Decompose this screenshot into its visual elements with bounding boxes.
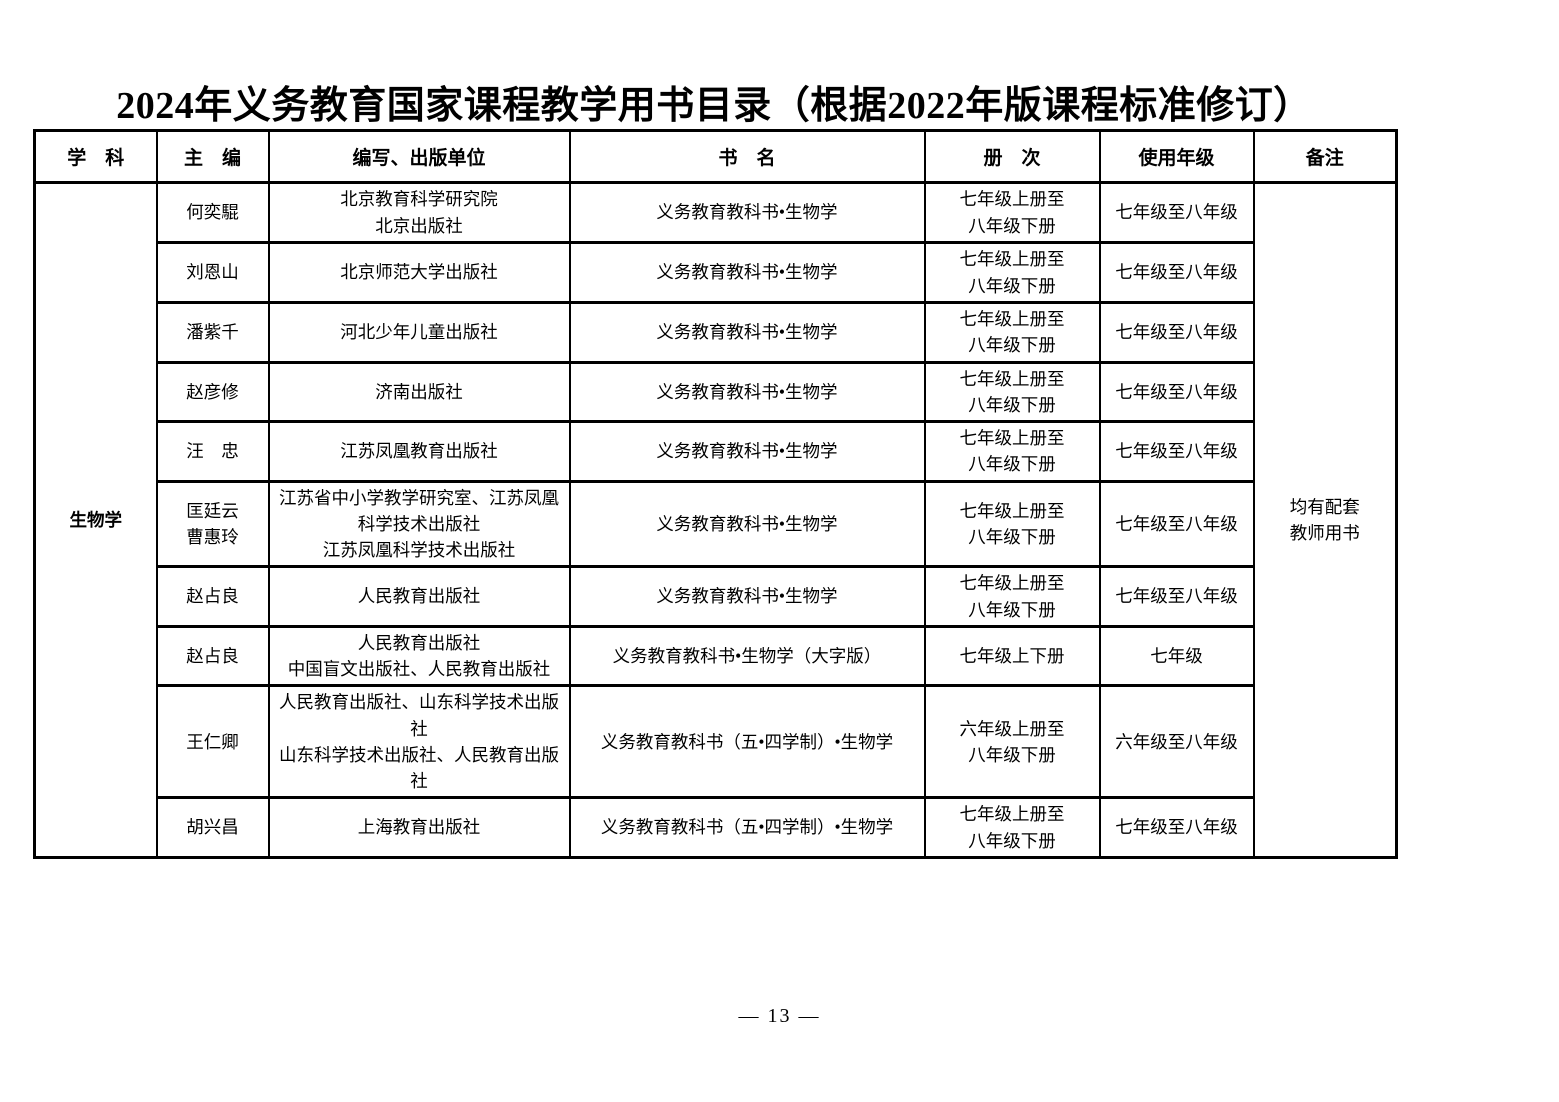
editor-cell: 潘紫千 — [155, 301, 270, 364]
header-grade: 使用年级 — [1098, 129, 1255, 184]
remark-cell: 均有配套 教师用书 — [1252, 181, 1398, 859]
book-cell: 义务教育教科书•生物学 — [568, 360, 926, 423]
volume-cell: 七年级上下册 — [923, 624, 1101, 688]
grade-cell: 七年级至八年级 — [1098, 565, 1255, 628]
table-row: 潘紫千 河北少年儿童出版社 义务教育教科书•生物学 七年级上册至 八年级下册 七… — [35, 301, 1397, 364]
volume-cell: 六年级上册至 八年级下册 — [923, 684, 1101, 800]
textbook-catalog-table: 学 科 主 编 编写、出版单位 书 名 册 次 使用年级 备注 生物学 何奕騉 … — [33, 129, 1398, 859]
book-cell: 义务教育教科书（五•四学制）•生物学 — [568, 684, 926, 800]
volume-cell: 七年级上册至 八年级下册 — [923, 181, 1101, 244]
publisher-cell: 人民教育出版社 — [267, 565, 571, 628]
page-title: 2024年义务教育国家课程教学用书目录（根据2022年版课程标准修订） — [116, 85, 1312, 127]
book-cell: 义务教育教科书•生物学 — [568, 241, 926, 304]
header-subject: 学 科 — [33, 129, 158, 184]
table-row: 汪 忠 江苏凤凰教育出版社 义务教育教科书•生物学 七年级上册至 八年级下册 七… — [35, 420, 1397, 483]
publisher-cell: 北京师范大学出版社 — [267, 241, 571, 304]
header-row: 学 科 主 编 编写、出版单位 书 名 册 次 使用年级 备注 — [33, 129, 1398, 184]
book-cell: 义务教育教科书•生物学（大字版） — [568, 624, 926, 688]
volume-cell: 七年级上册至 八年级下册 — [923, 796, 1101, 859]
table-row: 赵占良 人民教育出版社 义务教育教科书•生物学 七年级上册至 八年级下册 七年级… — [35, 565, 1397, 628]
book-cell: 义务教育教科书•生物学 — [568, 420, 926, 483]
book-cell: 义务教育教科书（五•四学制）•生物学 — [568, 796, 926, 859]
publisher-cell: 河北少年儿童出版社 — [267, 301, 571, 364]
table-row: 匡廷云 曹惠玲 江苏省中小学教学研究室、江苏凤凰科学技术出版社 江苏凤凰科学技术… — [35, 479, 1397, 569]
table-row: 胡兴昌 上海教育出版社 义务教育教科书（五•四学制）•生物学 七年级上册至 八年… — [35, 796, 1397, 859]
book-cell: 义务教育教科书•生物学 — [568, 565, 926, 628]
header-book: 书 名 — [568, 129, 926, 184]
volume-cell: 七年级上册至 八年级下册 — [923, 420, 1101, 483]
table-row: 赵彦修 济南出版社 义务教育教科书•生物学 七年级上册至 八年级下册 七年级至八… — [35, 360, 1397, 423]
table-row: 王仁卿 人民教育出版社、山东科学技术出版社 山东科学技术出版社、人民教育出版社 … — [35, 684, 1397, 800]
editor-cell: 王仁卿 — [155, 684, 270, 800]
publisher-cell: 上海教育出版社 — [267, 796, 571, 859]
volume-cell: 七年级上册至 八年级下册 — [923, 565, 1101, 628]
grade-cell: 七年级 — [1098, 624, 1255, 688]
grade-cell: 七年级至八年级 — [1098, 360, 1255, 423]
table-row: 刘恩山 北京师范大学出版社 义务教育教科书•生物学 七年级上册至 八年级下册 七… — [35, 241, 1397, 304]
editor-cell: 胡兴昌 — [155, 796, 270, 859]
editor-cell: 匡廷云 曹惠玲 — [155, 479, 270, 569]
editor-cell: 赵彦修 — [155, 360, 270, 423]
book-cell: 义务教育教科书•生物学 — [568, 479, 926, 569]
book-cell: 义务教育教科书•生物学 — [568, 181, 926, 244]
header-editor: 主 编 — [155, 129, 270, 184]
table-row: 生物学 何奕騉 北京教育科学研究院 北京出版社 义务教育教科书•生物学 七年级上… — [33, 181, 1398, 859]
grade-cell: 七年级至八年级 — [1098, 420, 1255, 483]
grade-cell: 七年级至八年级 — [1098, 479, 1255, 569]
publisher-cell: 北京教育科学研究院 北京出版社 — [267, 181, 571, 244]
header-volume: 册 次 — [923, 129, 1101, 184]
editor-cell: 何奕騉 — [155, 181, 270, 244]
publisher-cell: 济南出版社 — [267, 360, 571, 423]
grade-cell: 七年级至八年级 — [1098, 796, 1255, 859]
grade-cell: 六年级至八年级 — [1098, 684, 1255, 800]
header-publisher: 编写、出版单位 — [267, 129, 571, 184]
grade-cell: 七年级至八年级 — [1098, 241, 1255, 304]
page-number: — 13 — — [738, 1005, 821, 1027]
publisher-cell: 江苏省中小学教学研究室、江苏凤凰科学技术出版社 江苏凤凰科学技术出版社 — [267, 479, 571, 569]
volume-cell: 七年级上册至 八年级下册 — [923, 241, 1101, 304]
subject-cell: 生物学 — [33, 181, 158, 859]
header-remark: 备注 — [1252, 129, 1398, 184]
grade-cell: 七年级至八年级 — [1098, 301, 1255, 364]
table-row: 赵占良 人民教育出版社 中国盲文出版社、人民教育出版社 义务教育教科书•生物学（… — [35, 624, 1397, 688]
publisher-cell: 人民教育出版社 中国盲文出版社、人民教育出版社 — [267, 624, 571, 688]
volume-cell: 七年级上册至 八年级下册 — [923, 360, 1101, 423]
publisher-cell: 江苏凤凰教育出版社 — [267, 420, 571, 483]
volume-cell: 七年级上册至 八年级下册 — [923, 301, 1101, 364]
volume-cell: 七年级上册至 八年级下册 — [923, 479, 1101, 569]
book-cell: 义务教育教科书•生物学 — [568, 301, 926, 364]
grade-cell: 七年级至八年级 — [1098, 181, 1255, 244]
editor-cell: 刘恩山 — [155, 241, 270, 304]
editor-cell: 赵占良 — [155, 624, 270, 688]
publisher-cell: 人民教育出版社、山东科学技术出版社 山东科学技术出版社、人民教育出版社 — [267, 684, 571, 800]
editor-cell: 赵占良 — [155, 565, 270, 628]
editor-cell: 汪 忠 — [155, 420, 270, 483]
